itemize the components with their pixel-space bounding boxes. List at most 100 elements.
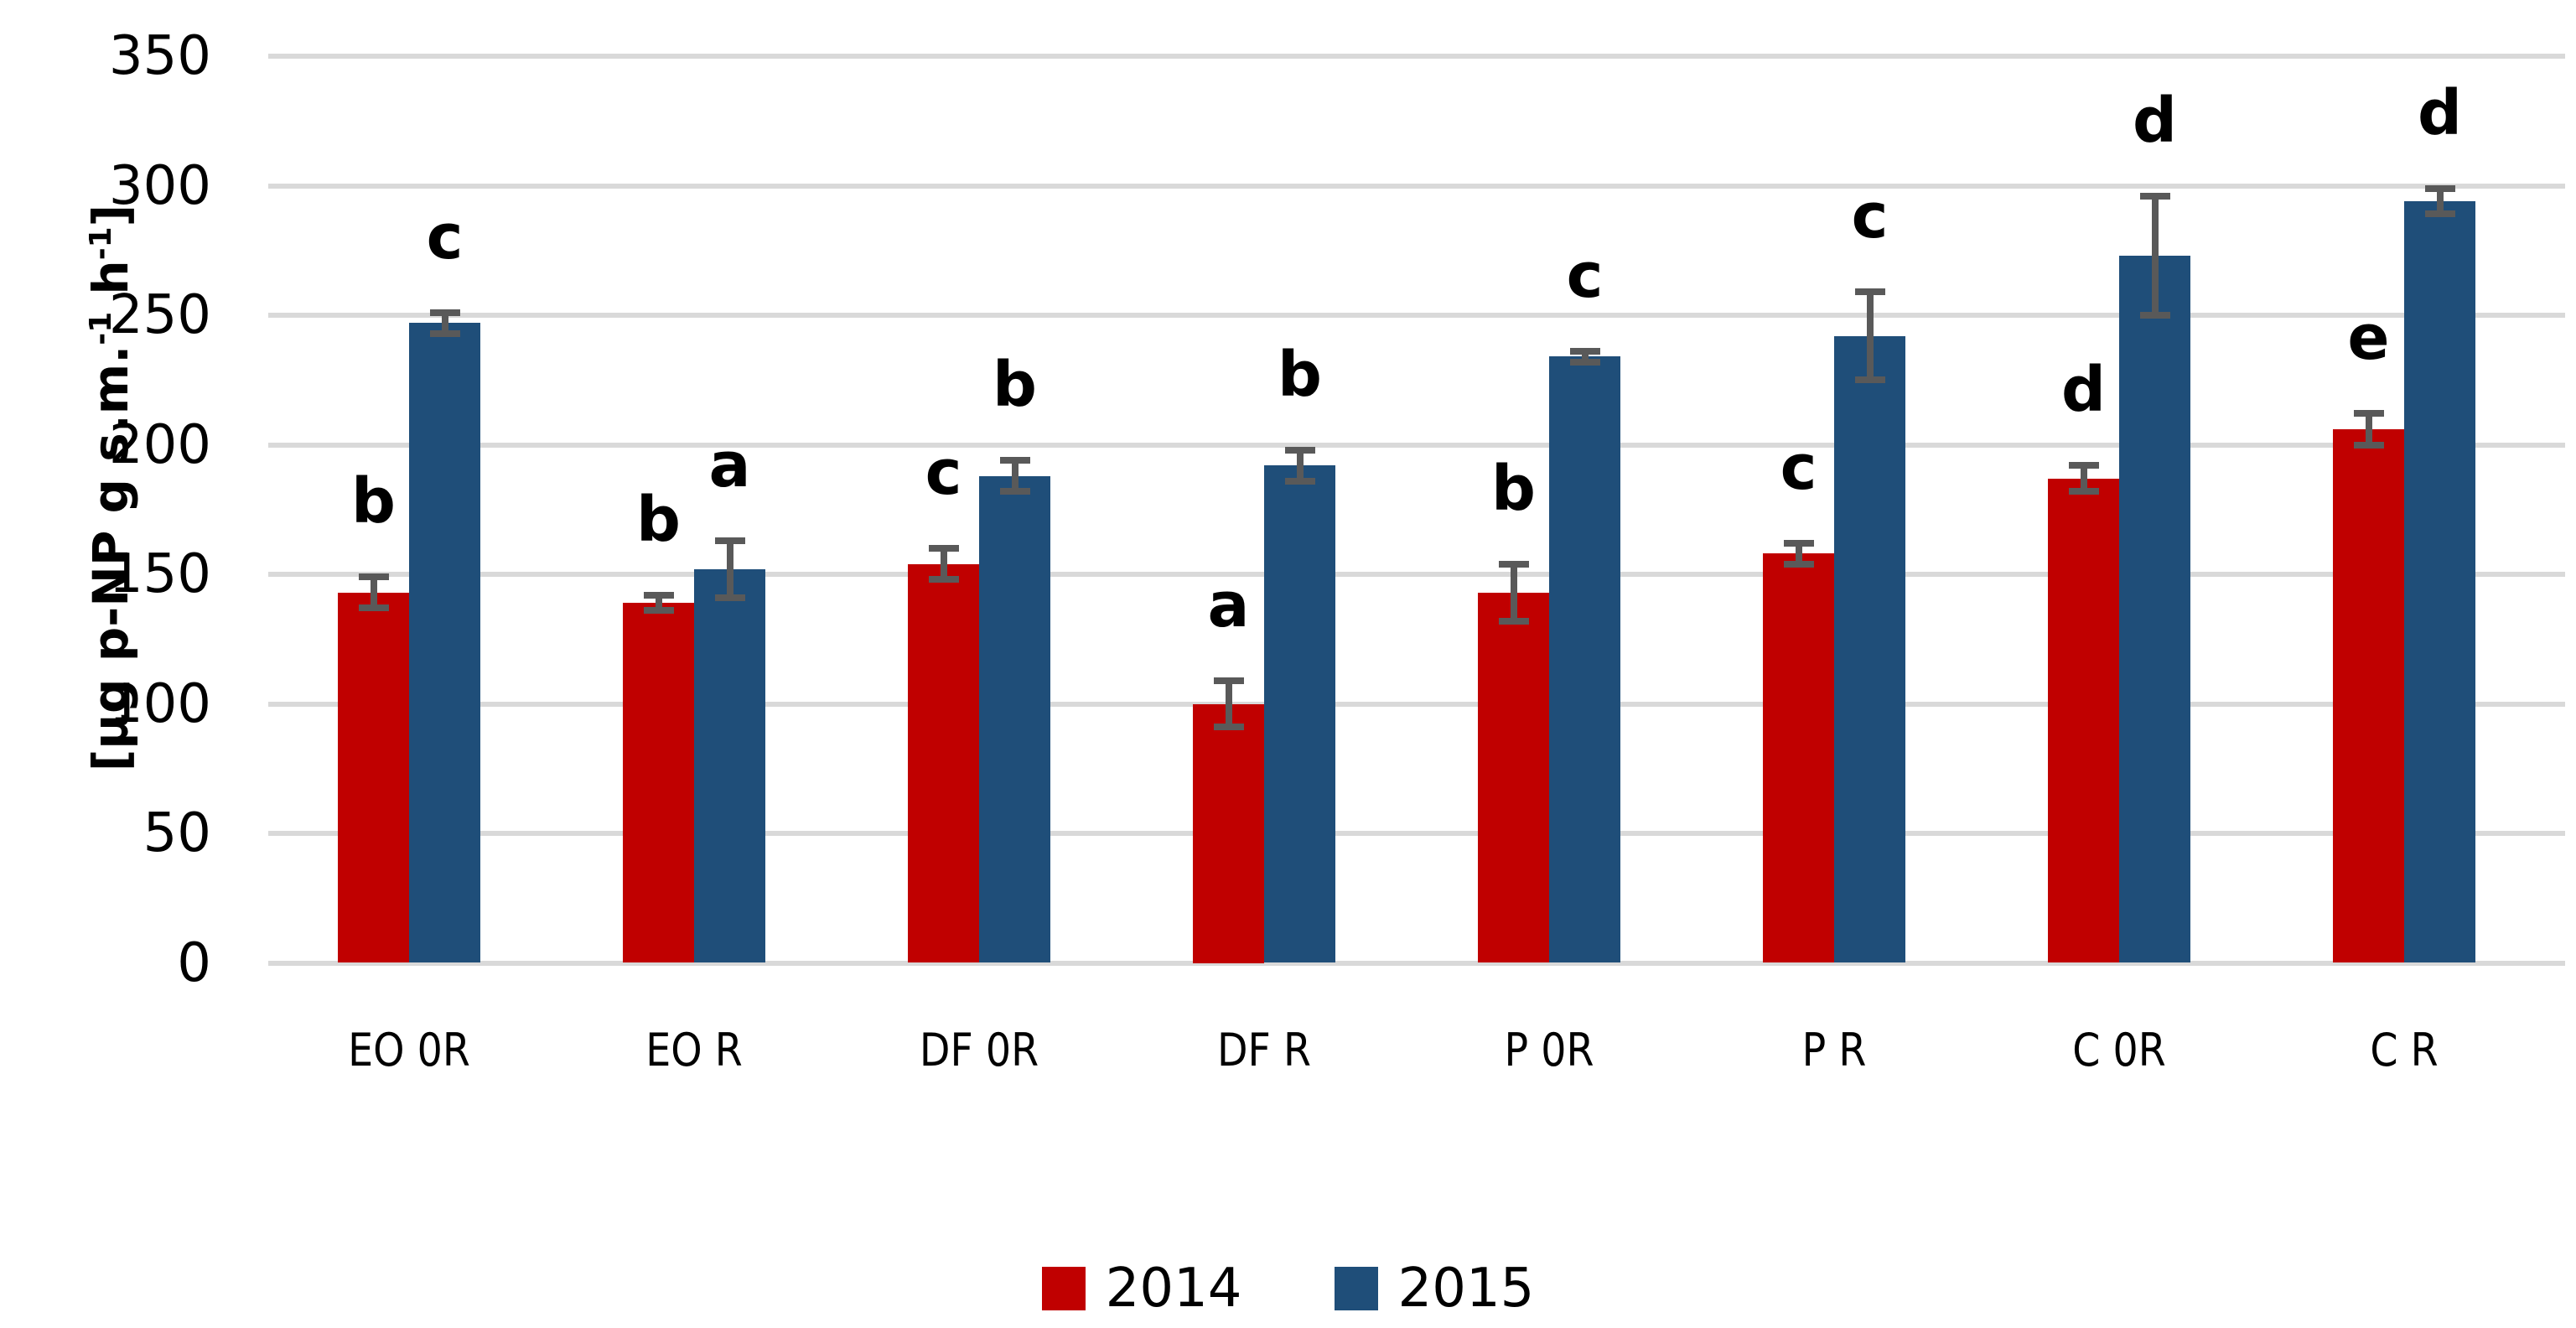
- error-bar-lower-cap-2015-EO-0R: [429, 329, 460, 337]
- error-bar-upper-cap-2014-C-0R: [2068, 462, 2099, 469]
- bar-2015-P-0R: [1549, 356, 1620, 963]
- y-tick-label-100: 100: [108, 672, 211, 735]
- y-tick-label-200: 200: [108, 413, 211, 476]
- error-bar-2015-C-R: [2436, 188, 2444, 215]
- error-bar-upper-cap-2015-EO-R: [714, 537, 745, 544]
- error-bar-upper-cap-2015-EO-0R: [429, 309, 460, 316]
- error-bar-lower-cap-2015-EO-R: [714, 594, 745, 601]
- significance-letter-2014-EO-R: b: [636, 483, 681, 556]
- bar-2015-C-0R: [2119, 255, 2190, 963]
- x-tick-label-DF-0R: DF 0R: [919, 1024, 1039, 1076]
- error-bar-upper-cap-2015-P-R: [1854, 288, 1885, 296]
- error-bar-upper-cap-2014-EO-R: [643, 591, 674, 599]
- bar-2014-EO-0R: [338, 592, 409, 963]
- error-bar-2015-DF-0R: [1011, 460, 1018, 492]
- error-bar-upper-cap-2014-DF-R: [1213, 677, 1244, 684]
- gridline-0: [268, 960, 2565, 966]
- significance-letter-2015-EO-0R: c: [426, 200, 464, 273]
- significance-letter-2014-C-R: e: [2347, 302, 2390, 375]
- bar-2014-P-R: [1763, 553, 1834, 963]
- gridline-250: [268, 313, 2565, 318]
- error-bar-2014-P-0R: [1510, 563, 1517, 621]
- error-bar-lower-cap-2014-EO-0R: [358, 604, 389, 612]
- x-tick-label-C-R: C R: [2370, 1024, 2439, 1076]
- error-bar-upper-cap-2014-EO-0R: [358, 573, 389, 581]
- bar-2015-EO-R: [694, 568, 765, 963]
- significance-letter-2015-DF-0R: b: [993, 349, 1037, 422]
- error-bar-upper-cap-2014-P-R: [1783, 539, 1814, 547]
- legend-swatch-2015: [1334, 1267, 1378, 1310]
- error-bar-lower-cap-2015-P-0R: [1569, 358, 1600, 366]
- error-bar-upper-cap-2015-P-0R: [1569, 348, 1600, 355]
- error-bar-2015-DF-R: [1296, 449, 1304, 481]
- error-bar-2015-P-0R: [1581, 351, 1589, 362]
- x-tick-label-EO-R: EO R: [645, 1024, 743, 1076]
- error-bar-2014-DF-R: [1225, 680, 1232, 728]
- y-axis-title-superscript: -1: [84, 226, 119, 261]
- significance-letter-2015-P-0R: c: [1566, 240, 1604, 313]
- error-bar-upper-cap-2015-DF-0R: [999, 457, 1030, 464]
- legend-item-2015: 2015: [1334, 1258, 1535, 1320]
- bar-2015-DF-0R: [979, 475, 1050, 963]
- x-tick-label-P-0R: P 0R: [1504, 1024, 1594, 1076]
- gridline-200: [268, 442, 2565, 448]
- x-tick-label-P-R: P R: [1801, 1024, 1867, 1076]
- gridline-150: [268, 572, 2565, 577]
- y-tick-label-250: 250: [108, 284, 211, 346]
- bar-2014-EO-R: [623, 602, 694, 963]
- error-bar-2015-EO-R: [726, 540, 733, 598]
- gridline-350: [268, 54, 2565, 59]
- gridline-50: [268, 831, 2565, 836]
- significance-letter-2015-DF-R: b: [1278, 338, 1322, 411]
- x-tick-label-EO-0R: EO 0R: [348, 1024, 470, 1076]
- bar-2014-C-R: [2333, 428, 2404, 963]
- bar-2015-DF-R: [1264, 465, 1335, 963]
- error-bar-lower-cap-2015-C-R: [2424, 210, 2455, 218]
- significance-letter-2015-P-R: c: [1851, 180, 1889, 253]
- significance-letter-2015-C-0R: d: [2133, 84, 2177, 157]
- error-bar-lower-cap-2014-EO-R: [643, 607, 674, 615]
- significance-letter-2015-C-R: d: [2418, 76, 2462, 149]
- bar-2014-P-0R: [1478, 592, 1549, 963]
- x-tick-label-C-0R: C 0R: [2072, 1024, 2166, 1076]
- legend: 2014 2015: [0, 1259, 2576, 1318]
- error-bar-2015-P-R: [1866, 292, 1874, 381]
- legend-swatch-2014: [1041, 1267, 1086, 1310]
- y-tick-label-50: 50: [143, 802, 211, 864]
- error-bar-2015-EO-0R: [441, 312, 448, 334]
- significance-letter-2014-P-R: c: [1780, 431, 1817, 504]
- error-bar-2014-P-R: [1795, 542, 1802, 564]
- error-bar-lower-cap-2014-C-0R: [2068, 488, 2099, 495]
- error-bar-2014-C-R: [2365, 413, 2372, 445]
- error-bar-lower-cap-2014-P-R: [1783, 560, 1814, 568]
- x-tick-label-DF-R: DF R: [1216, 1024, 1312, 1076]
- y-tick-label-300: 300: [108, 154, 211, 217]
- y-tick-label-0: 0: [177, 931, 211, 994]
- significance-letter-2014-DF-0R: c: [925, 437, 962, 510]
- bar-2015-EO-0R: [409, 323, 480, 963]
- error-bar-upper-cap-2015-C-R: [2424, 184, 2455, 192]
- error-bar-2014-C-0R: [2080, 465, 2087, 492]
- error-bar-upper-cap-2014-DF-0R: [928, 545, 959, 552]
- legend-item-2014: 2014: [1041, 1258, 1242, 1320]
- error-bar-lower-cap-2014-P-0R: [1498, 617, 1529, 625]
- error-bar-2014-EO-0R: [370, 577, 377, 609]
- error-bar-2014-EO-R: [655, 594, 662, 611]
- legend-label-2015: 2015: [1397, 1258, 1535, 1320]
- bar-2014-DF-0R: [908, 563, 979, 963]
- bar-2015-P-R: [1834, 335, 1905, 963]
- bar-2015-C-R: [2404, 201, 2475, 963]
- bar-2014-DF-R: [1193, 703, 1264, 963]
- gridline-300: [268, 183, 2565, 189]
- error-bar-2015-C-0R: [2151, 195, 2159, 315]
- gridline-100: [268, 701, 2565, 707]
- legend-label-2014: 2014: [1105, 1258, 1242, 1320]
- y-tick-label-350: 350: [108, 25, 211, 87]
- significance-letter-2014-EO-0R: b: [351, 465, 396, 538]
- error-bar-upper-cap-2014-P-0R: [1498, 560, 1529, 568]
- error-bar-lower-cap-2014-C-R: [2353, 441, 2384, 449]
- bar-2014-C-0R: [2048, 478, 2119, 963]
- error-bar-lower-cap-2015-C-0R: [2139, 312, 2170, 319]
- y-tick-label-150: 150: [108, 543, 211, 605]
